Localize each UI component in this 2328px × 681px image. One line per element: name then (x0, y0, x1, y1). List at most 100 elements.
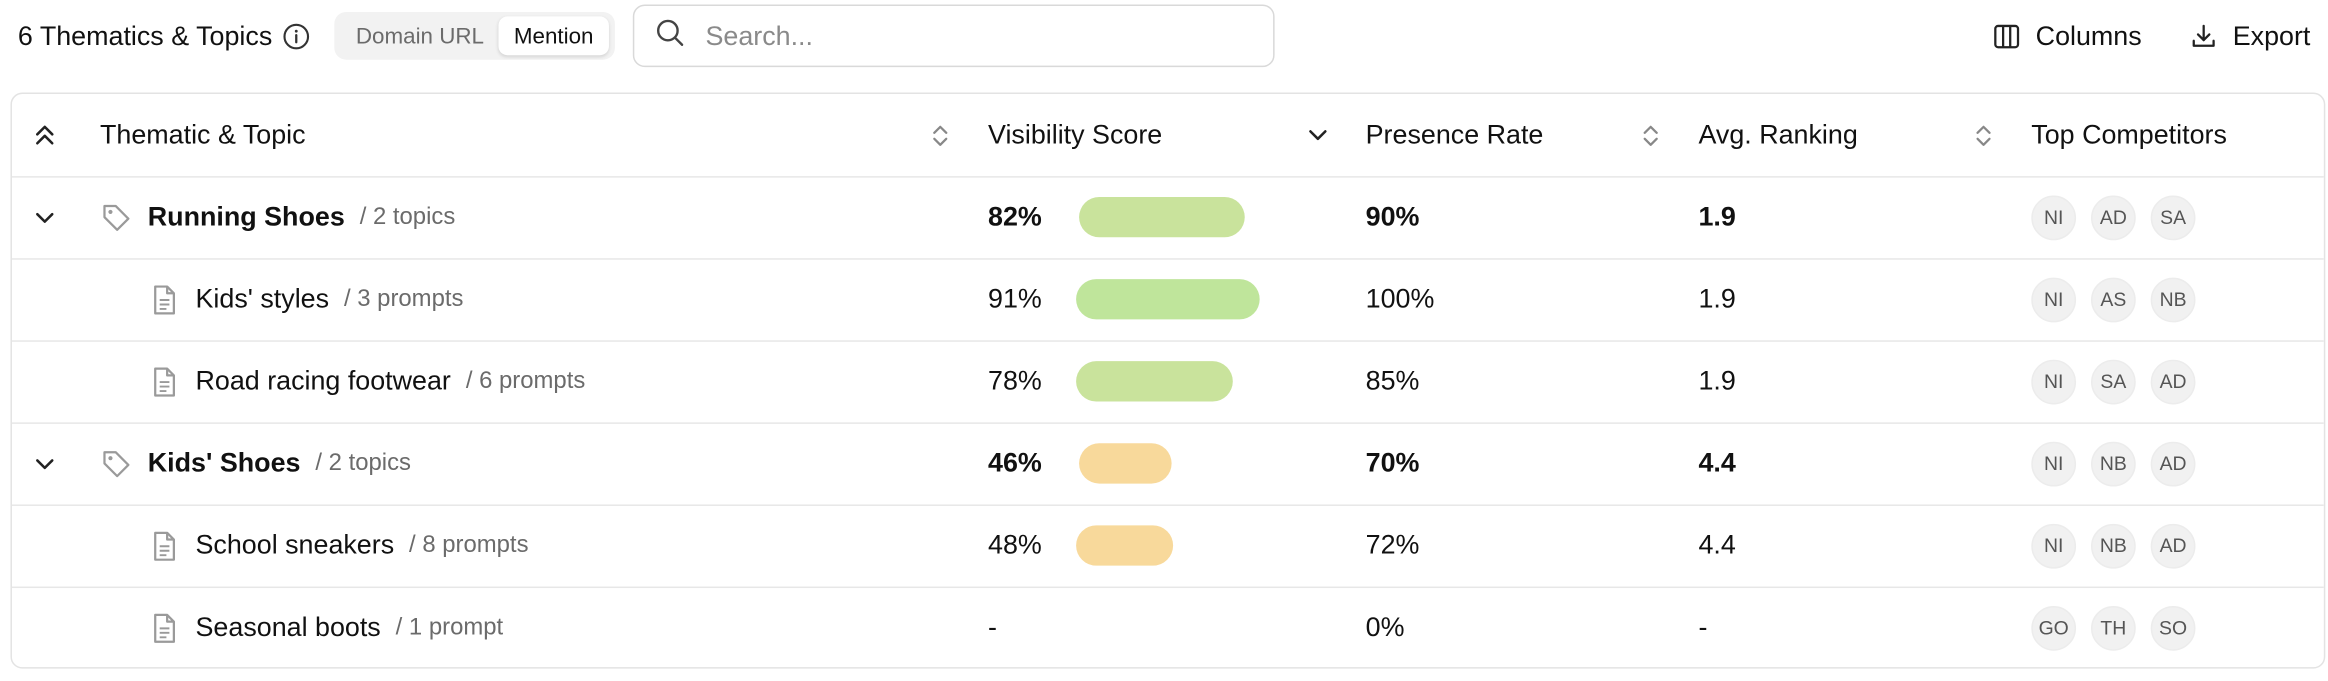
document-icon (151, 504, 178, 586)
competitor-badge[interactable]: SA (2150, 194, 2196, 240)
topic-count: / 2 topics (359, 203, 456, 230)
info-icon[interactable] (281, 21, 311, 51)
columns-icon (1994, 24, 2020, 48)
top-competitors: NI SA AD (2031, 340, 2210, 422)
export-label: Export (2232, 20, 2311, 50)
visibility-score: 82% (988, 201, 1042, 232)
thematic-name: Kids' Shoes / 2 topics (148, 422, 411, 504)
prompt-count: / 6 prompts (465, 367, 586, 394)
competitor-badge[interactable]: GO (2031, 605, 2077, 650)
topic-row[interactable]: Road racing footwear / 6 prompts 78% 85% 1.9… (11, 340, 2324, 424)
competitor-badge[interactable]: TH (2090, 605, 2136, 650)
prompt-count: / 8 prompts (409, 532, 529, 558)
top-competitors: NI AS NB (2031, 258, 2210, 340)
visibility-bar (1076, 525, 1174, 566)
competitor-badge[interactable]: NI (2031, 358, 2077, 404)
tag-icon (100, 176, 133, 258)
visibility-bar (1076, 361, 1233, 402)
topic-count: / 2 topics (315, 449, 411, 476)
page-title-text: 6 Thematics & Topics (17, 20, 273, 50)
thematic-row[interactable]: Running Shoes / 2 topics 82% 90% 1.9 NI AD SA (11, 176, 2324, 260)
header-presence-rate: Presence Rate (1365, 119, 1544, 150)
document-icon (151, 258, 178, 340)
topic-name: Kids' styles / 3 prompts (196, 258, 464, 340)
topic-row[interactable]: School sneakers / 8 prompts 48% 72% 4.4 NI NB A… (11, 504, 2324, 589)
presence-rate: 72% (1365, 529, 1420, 560)
competitor-badge[interactable]: NI (2031, 523, 2077, 568)
competitor-badge[interactable]: AD (2150, 358, 2196, 404)
sort-updown-icon[interactable] (1642, 94, 1660, 176)
segment-mention[interactable]: Mention (498, 16, 609, 56)
thematic-row[interactable]: Kids' Shoes / 2 topics 46% 70% 4.4 NI NB AD (11, 422, 2324, 506)
topic-label: Seasonal boots (195, 611, 381, 642)
visibility-score: 91% (988, 283, 1042, 314)
prompt-count: / 3 prompts (343, 285, 464, 312)
top-competitors: GO TH SO (2031, 587, 2210, 668)
tag-icon (100, 422, 133, 504)
thematic-name: Running Shoes / 2 topics (148, 176, 456, 258)
topic-label: Kids' styles (195, 283, 330, 314)
presence-rate: 90% (1365, 201, 1420, 232)
top-competitors: NI NB AD (2031, 422, 2210, 504)
prompt-count: / 1 prompt (395, 614, 504, 640)
topics-table: Thematic & Topic Visibility Score Presen… (10, 92, 2326, 669)
topic-label: School sneakers (195, 529, 395, 560)
visibility-bar (1079, 443, 1172, 484)
thematic-label: Running Shoes (147, 201, 345, 232)
avg-ranking: 1.9 (1698, 201, 1736, 232)
source-toggle: Domain URL Mention (334, 11, 615, 60)
search-box (632, 4, 1275, 68)
competitor-badge[interactable]: AD (2150, 523, 2196, 568)
search-input[interactable] (702, 18, 1246, 53)
competitor-badge[interactable]: NB (2090, 523, 2136, 568)
competitor-badge[interactable]: NB (2150, 276, 2196, 322)
columns-button[interactable]: Columns (1992, 20, 2142, 51)
sort-updown-icon[interactable] (1975, 94, 1993, 176)
topic-row[interactable]: Kids' styles / 3 prompts 91% 100% 1.9 NI AS NB (11, 258, 2324, 342)
competitor-badge[interactable]: AD (2150, 441, 2196, 486)
avg-ranking: 1.9 (1698, 365, 1736, 396)
export-button[interactable]: Export (2189, 20, 2310, 51)
expand-chevron-icon[interactable] (33, 176, 57, 258)
columns-label: Columns (2035, 20, 2142, 50)
visibility-score: 46% (988, 447, 1042, 478)
presence-rate: 70% (1365, 447, 1420, 478)
avg-ranking: - (1698, 611, 1708, 642)
topic-row[interactable]: Seasonal boots / 1 prompt - 0% - GO TH SO (12, 587, 2324, 668)
header-avg-ranking: Avg. Ranking (1698, 119, 1858, 150)
visibility-score: 78% (988, 365, 1042, 396)
competitor-badge[interactable]: NI (2031, 276, 2077, 322)
presence-rate: 85% (1365, 365, 1420, 396)
table-header: Thematic & Topic Visibility Score Presen… (11, 94, 2324, 178)
download-icon (2192, 24, 2215, 47)
header-visibility-score: Visibility Score (988, 119, 1163, 150)
competitor-badge[interactable]: NB (2090, 441, 2136, 486)
topic-name: School sneakers / 8 prompts (196, 504, 529, 586)
competitor-badge[interactable]: AD (2090, 194, 2136, 240)
competitor-badge[interactable]: NI (2031, 194, 2077, 240)
collapse-all-icon[interactable] (33, 94, 57, 176)
avg-ranking: 1.9 (1698, 283, 1736, 314)
document-icon (151, 340, 178, 422)
top-competitors: NI NB AD (2031, 504, 2210, 586)
visibility-score: 48% (988, 529, 1042, 560)
competitor-badge[interactable]: NI (2031, 441, 2077, 486)
visibility-bar (1076, 279, 1260, 320)
competitor-badge[interactable]: SA (2090, 358, 2136, 404)
top-competitors: NI AD SA (2031, 176, 2210, 258)
topic-name: Seasonal boots / 1 prompt (195, 587, 504, 668)
header-thematic-topic: Thematic & Topic (99, 119, 306, 150)
competitor-badge[interactable]: AS (2090, 276, 2136, 322)
page-title: 6 Thematics & Topics (18, 20, 311, 51)
sort-updown-icon[interactable] (931, 94, 949, 176)
toolbar: 6 Thematics & Topics Domain URL Mention … (18, 3, 2310, 69)
presence-rate: 0% (1365, 611, 1405, 642)
segment-domain-url[interactable]: Domain URL (355, 23, 485, 49)
expand-chevron-icon[interactable] (33, 422, 57, 504)
topic-label: Road racing footwear (195, 365, 451, 396)
presence-rate: 100% (1365, 283, 1435, 314)
visibility-score: - (988, 611, 997, 642)
competitor-badge[interactable]: SO (2150, 605, 2196, 650)
avg-ranking: 4.4 (1698, 529, 1736, 560)
sort-desc-icon[interactable] (1307, 94, 1328, 176)
